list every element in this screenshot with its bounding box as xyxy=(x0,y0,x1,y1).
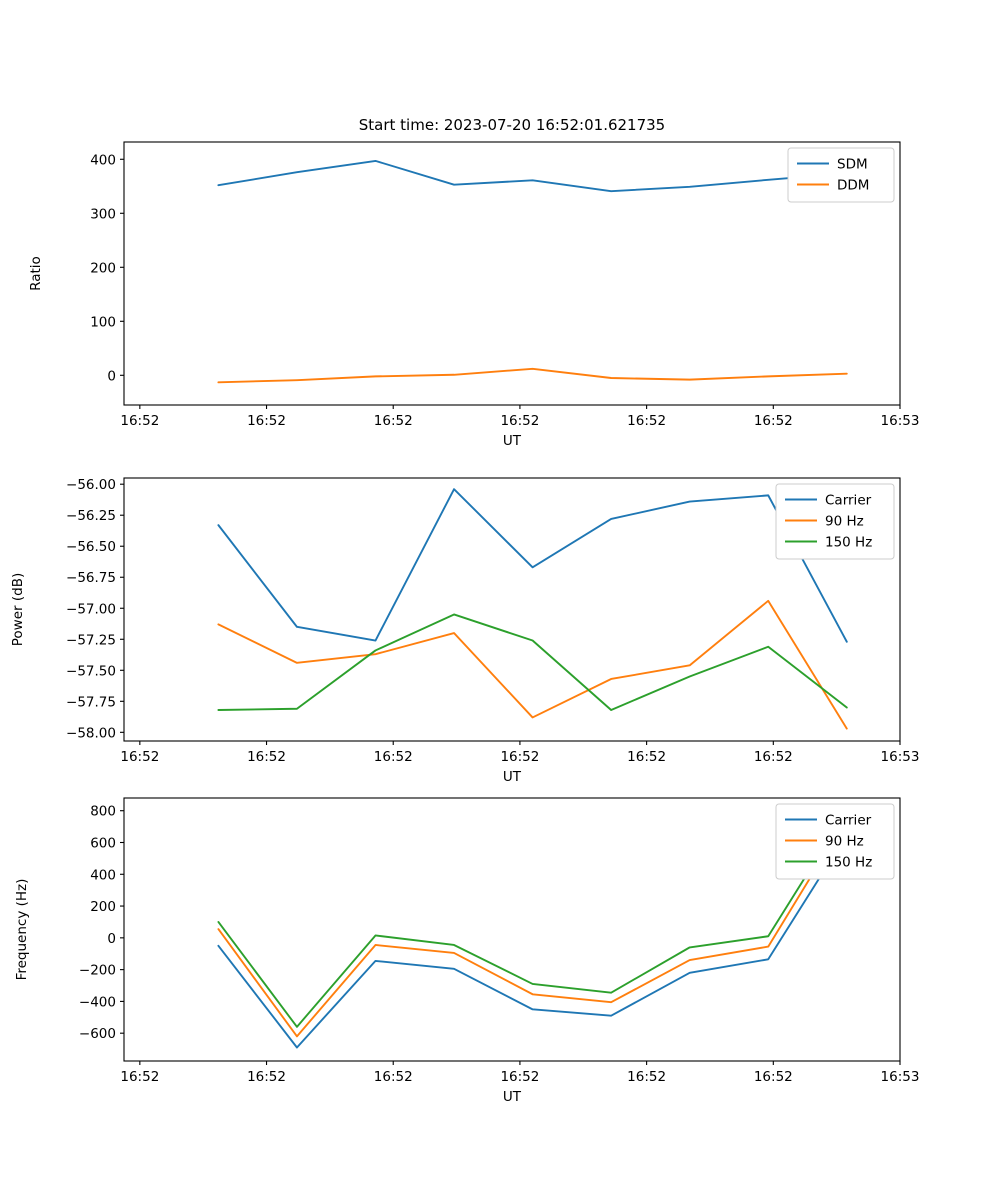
x-tick-label: 16:52 xyxy=(247,749,286,765)
legend-label-carrier: Carrier xyxy=(825,813,872,829)
legend-label-150-hz: 150 Hz xyxy=(825,535,872,551)
y-axis-label: Ratio xyxy=(28,256,44,291)
x-tick-label: 16:53 xyxy=(881,413,920,429)
series-line-carrier xyxy=(217,488,848,643)
series-line-sdm xyxy=(217,159,848,193)
legend-label-150-hz: 150 Hz xyxy=(825,855,872,871)
legend-label-90-hz: 90 Hz xyxy=(825,834,864,850)
series-line-ddm xyxy=(217,367,848,384)
legend-label-90-hz: 90 Hz xyxy=(825,514,864,530)
y-tick-label: −200 xyxy=(79,963,116,979)
y-tick-label: 300 xyxy=(90,206,116,222)
series-line-150-hz xyxy=(217,613,848,711)
legend-label-ddm: DDM xyxy=(837,178,869,194)
x-axis-label: UT xyxy=(503,769,522,785)
y-axis-label: Power (dB) xyxy=(10,573,26,646)
subplot-ratio: Start time: 2023-07-20 16:52:01.621735 16… xyxy=(0,110,1000,455)
legend-box[interactable] xyxy=(775,483,895,560)
plot-frame xyxy=(123,477,901,742)
y-tick-label: 200 xyxy=(90,260,116,276)
y-tick-label: −56.50 xyxy=(66,539,116,555)
x-tick-label: 16:52 xyxy=(500,413,539,429)
plot-title: Start time: 2023-07-20 16:52:01.621735 xyxy=(359,116,665,134)
series-line-150-hz xyxy=(217,809,848,1028)
x-tick-label: 16:52 xyxy=(120,749,159,765)
subplot-frequency: 16:52 16:52 16:52 16:52 16:52 16:52 16:53 UT −60… xyxy=(0,785,1000,1130)
legend-label-carrier: Carrier xyxy=(825,493,872,509)
series-line-carrier xyxy=(217,833,848,1049)
y-tick-label: −400 xyxy=(79,994,116,1010)
x-tick-label: 16:52 xyxy=(754,749,793,765)
x-tick-label: 16:52 xyxy=(374,749,413,765)
x-tick-label: 16:52 xyxy=(754,413,793,429)
y-tick-label: 400 xyxy=(90,867,116,883)
y-tick-label: 200 xyxy=(90,899,116,915)
x-tick-label: 16:52 xyxy=(247,413,286,429)
legend-box[interactable] xyxy=(775,803,895,880)
power-plot-svg: 16:52 16:52 16:52 16:52 16:52 16:52 16:53 UT −56… xyxy=(10,477,920,785)
y-tick-label: 100 xyxy=(90,314,116,330)
ratio-plot-svg: Start time: 2023-07-20 16:52:01.621735 16… xyxy=(28,116,920,449)
y-tick-label: −57.75 xyxy=(66,694,116,710)
x-tick-label: 16:52 xyxy=(627,749,666,765)
y-tick-label: 400 xyxy=(90,152,116,168)
x-tick-label: 16:52 xyxy=(247,1069,286,1085)
x-tick-label: 16:52 xyxy=(500,749,539,765)
x-tick-label: 16:52 xyxy=(374,413,413,429)
y-tick-label: 800 xyxy=(90,804,116,820)
legend-label-sdm: SDM xyxy=(837,157,868,173)
y-tick-label: 0 xyxy=(107,368,116,384)
x-tick-label: 16:52 xyxy=(120,413,159,429)
y-axis-label: Frequency (Hz) xyxy=(14,879,30,981)
x-tick-label: 16:52 xyxy=(627,1069,666,1085)
y-tick-label: 0 xyxy=(107,931,116,947)
y-tick-label: 600 xyxy=(90,835,116,851)
y-tick-label: −56.25 xyxy=(66,508,116,524)
x-tick-label: 16:52 xyxy=(754,1069,793,1085)
x-tick-label: 16:52 xyxy=(627,413,666,429)
y-tick-label: −57.50 xyxy=(66,663,116,679)
plot-frame xyxy=(123,797,901,1062)
y-tick-label: −56.75 xyxy=(66,570,116,586)
x-tick-label: 16:52 xyxy=(374,1069,413,1085)
x-tick-label: 16:52 xyxy=(120,1069,159,1085)
x-tick-label: 16:53 xyxy=(881,749,920,765)
y-tick-label: −57.00 xyxy=(66,601,116,617)
x-tick-label: 16:53 xyxy=(881,1069,920,1085)
series-line-90-hz xyxy=(217,599,848,730)
x-axis-label: UT xyxy=(503,1089,522,1105)
x-tick-label: 16:52 xyxy=(500,1069,539,1085)
x-axis-label: UT xyxy=(503,433,522,449)
y-tick-label: −57.25 xyxy=(66,632,116,648)
frequency-plot-svg: 16:52 16:52 16:52 16:52 16:52 16:52 16:53 UT −60… xyxy=(14,797,920,1105)
series-line-90-hz xyxy=(217,816,848,1038)
subplot-power: 16:52 16:52 16:52 16:52 16:52 16:52 16:53 UT −56… xyxy=(0,455,1000,790)
y-tick-label: −600 xyxy=(79,1026,116,1042)
legend-box[interactable] xyxy=(787,147,895,203)
y-tick-label: −58.00 xyxy=(66,725,116,741)
y-tick-label: −56.00 xyxy=(66,477,116,493)
plot-frame xyxy=(123,141,901,406)
